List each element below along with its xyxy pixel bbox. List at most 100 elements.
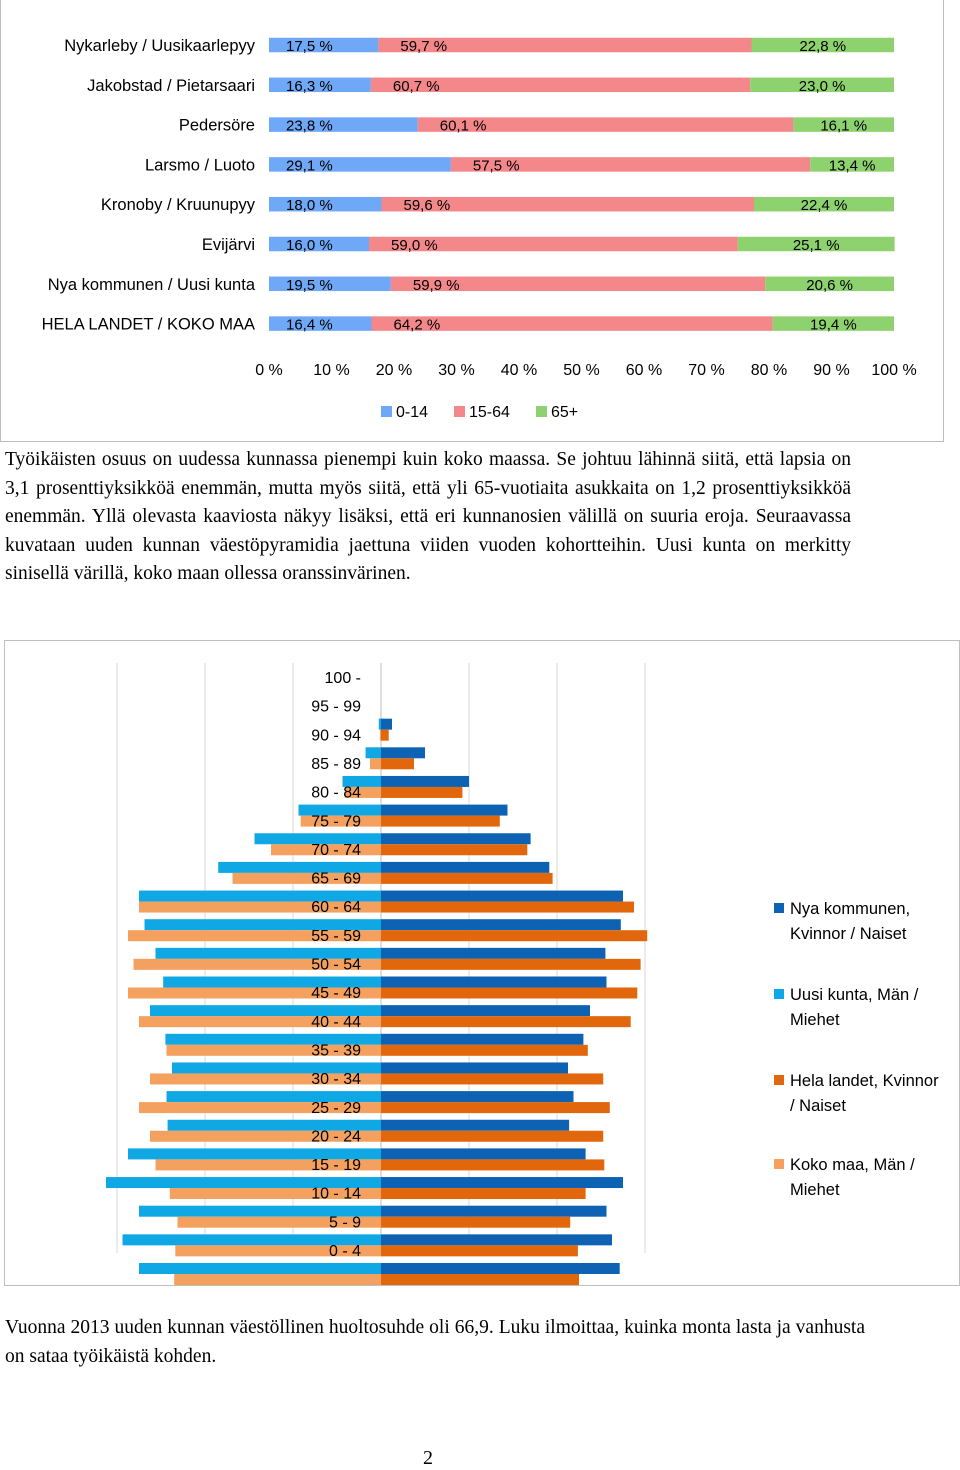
legend-swatch: [381, 406, 392, 417]
age-group-label: 70 - 74: [311, 842, 361, 859]
legend-swatch: [774, 989, 784, 999]
bar-men-0: [218, 861, 381, 873]
legend-label: 65+: [551, 404, 578, 421]
bar-women-0: [381, 1062, 568, 1074]
age-group-label: 0 - 4: [329, 1243, 361, 1260]
bar-women-0: [381, 1148, 586, 1160]
legend-swatch: [454, 406, 465, 417]
age-group-label: 30 - 34: [311, 1071, 361, 1088]
legend-label: / Naiset: [790, 1097, 846, 1115]
x-tick-label: 90 %: [813, 362, 849, 379]
data-label: 64,2 %: [394, 317, 441, 334]
data-label: 16,1 %: [820, 118, 867, 135]
bar-men-0: [139, 1263, 381, 1274]
bar-men-0: [144, 919, 381, 931]
age-group-label: 95 - 99: [311, 699, 361, 716]
data-label: 57,5 %: [473, 157, 520, 174]
bar-men-1: [139, 1016, 381, 1028]
data-label: 60,7 %: [393, 78, 440, 95]
bar-men-1: [344, 786, 381, 798]
bar-men-0: [254, 833, 381, 845]
bar-women-1: [381, 987, 638, 999]
category-label: Nykarleby / Uusikaarlepyy: [64, 37, 255, 55]
bar-men-0: [139, 1205, 381, 1217]
age-group-label: 5 - 9: [329, 1214, 361, 1231]
x-tick-label: 70 %: [688, 362, 724, 379]
bar-65+: [810, 157, 894, 172]
bar-men-0: [155, 947, 381, 959]
bar-men-1: [155, 1159, 381, 1171]
x-tick-label: 60 %: [626, 362, 662, 379]
age-group-label: 60 - 64: [311, 899, 361, 916]
bar-65+: [737, 236, 895, 252]
bar-15-64: [381, 196, 754, 212]
data-label: 16,3 %: [286, 78, 333, 95]
bar-women-1: [381, 930, 648, 942]
bar-women-0: [381, 718, 392, 730]
bar-65+: [751, 37, 894, 53]
population-pyramid-chart: 100 - 95 - 99 90 - 94 85 - 89 80 - 84 75 - 79…: [4, 640, 960, 1286]
category-label: Pedersöre: [179, 117, 255, 135]
category-label: Evijärvi: [202, 236, 255, 254]
legend-label: Miehet: [790, 1181, 840, 1199]
age-structure-chart: Nykarleby / Uusikaarlepyy 17,5 % 59,7 % 22,…: [0, 0, 944, 442]
bar-65+: [765, 276, 894, 292]
x-tick-label: 100 %: [871, 362, 916, 379]
data-label: 16,4 %: [286, 317, 333, 334]
bar-women-1: [381, 958, 641, 970]
bar-women-1: [381, 758, 414, 770]
x-tick-label: 0 %: [255, 362, 283, 379]
bar-men-1: [139, 1102, 381, 1114]
bar-men-0: [342, 775, 381, 787]
bar-women-0: [381, 833, 531, 845]
bar-women-0: [381, 861, 550, 873]
bar-men-1: [169, 1188, 381, 1200]
age-group-label: 85 - 89: [311, 756, 361, 773]
data-label: 59,9 %: [413, 277, 460, 294]
bar-men-1: [271, 844, 381, 856]
category-label: Kronoby / Kruunupyy: [101, 196, 256, 214]
bar-15-64: [378, 37, 752, 53]
legend-swatch: [536, 406, 547, 417]
x-tick-label: 40 %: [501, 362, 537, 379]
bar-men-0: [167, 1119, 381, 1131]
bar-men-1: [379, 729, 381, 741]
bar-women-0: [381, 1005, 590, 1017]
bar-15-64: [369, 236, 738, 252]
legend-label: Nya kommunen,: [790, 900, 910, 918]
bar-women-1: [381, 1130, 604, 1142]
bar-65+: [772, 316, 894, 331]
data-label: 60,1 %: [440, 118, 487, 135]
bar-men-1: [128, 930, 381, 942]
age-structure-chart-svg: Nykarleby / Uusikaarlepyy 17,5 % 59,7 % 22,…: [42, 37, 917, 421]
data-label: 23,8 %: [286, 118, 333, 135]
data-label: 22,8 %: [799, 38, 846, 55]
x-tick-label: 20 %: [376, 362, 412, 379]
population-pyramid-chart-svg: 100 - 95 - 99 90 - 94 85 - 89 80 - 84 75 - 79…: [106, 663, 939, 1285]
bar-65+: [750, 77, 894, 93]
category-label: Nya kommunen / Uusi kunta: [48, 276, 256, 294]
bar-men-0: [128, 1148, 381, 1160]
bar-men-1: [150, 1130, 381, 1142]
bar-men-1: [174, 1274, 381, 1285]
body-paragraph-1: Työikäisten osuus on uudessa kunnassa pi…: [5, 449, 851, 584]
bar-men-0: [106, 1177, 381, 1189]
bar-women-1: [381, 1216, 571, 1228]
age-group-label: 40 - 44: [311, 1014, 361, 1031]
bar-women-0: [381, 1205, 607, 1217]
bar-women-0: [381, 804, 508, 816]
x-tick-label: 80 %: [751, 362, 787, 379]
bar-0-14: [269, 316, 372, 331]
age-group-label: 90 - 94: [311, 727, 361, 744]
data-label: 19,4 %: [810, 317, 857, 334]
bar-men-0: [298, 804, 381, 816]
bar-women-1: [381, 1044, 588, 1056]
bar-0-14: [269, 157, 451, 172]
legend-label: Hela landet, Kvinnor: [790, 1072, 939, 1090]
bar-men-0: [163, 976, 381, 988]
legend-label: Uusi kunta, Män /: [790, 986, 919, 1004]
bar-65+: [754, 196, 894, 212]
bar-15-64: [370, 77, 751, 93]
bar-women-0: [381, 1177, 623, 1189]
data-label: 19,5 %: [286, 277, 333, 294]
